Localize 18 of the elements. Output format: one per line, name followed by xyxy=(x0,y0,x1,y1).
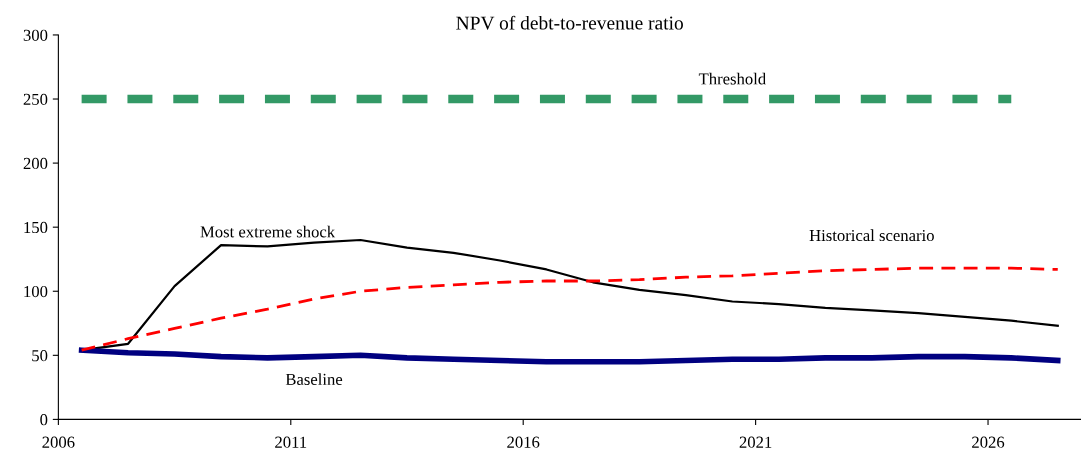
series-label: Baseline xyxy=(285,373,343,385)
x-tick-label: 2016 xyxy=(507,436,540,448)
y-tick-label: 0 xyxy=(40,414,48,426)
x-tick-label: 2006 xyxy=(42,436,75,448)
x-tick-label: 2026 xyxy=(972,436,1005,448)
x-tick-label: 2011 xyxy=(275,436,307,448)
y-tick-label: 50 xyxy=(32,350,48,362)
series-label: Threshold xyxy=(698,72,766,85)
y-tick-label: 150 xyxy=(24,221,48,234)
line-series xyxy=(80,266,1060,352)
series-label: Most extreme shock xyxy=(200,225,336,238)
chart-title: NPV of debt-to-revenue ratio xyxy=(456,15,683,30)
y-tick-label: 200 xyxy=(23,157,48,170)
y-tick-label: 300 xyxy=(23,29,48,41)
y-tick-label: 100 xyxy=(24,285,48,298)
series-label: Historical scenario xyxy=(809,229,934,242)
y-tick-label: 250 xyxy=(23,93,48,105)
x-tick-label: 2021 xyxy=(739,436,772,448)
